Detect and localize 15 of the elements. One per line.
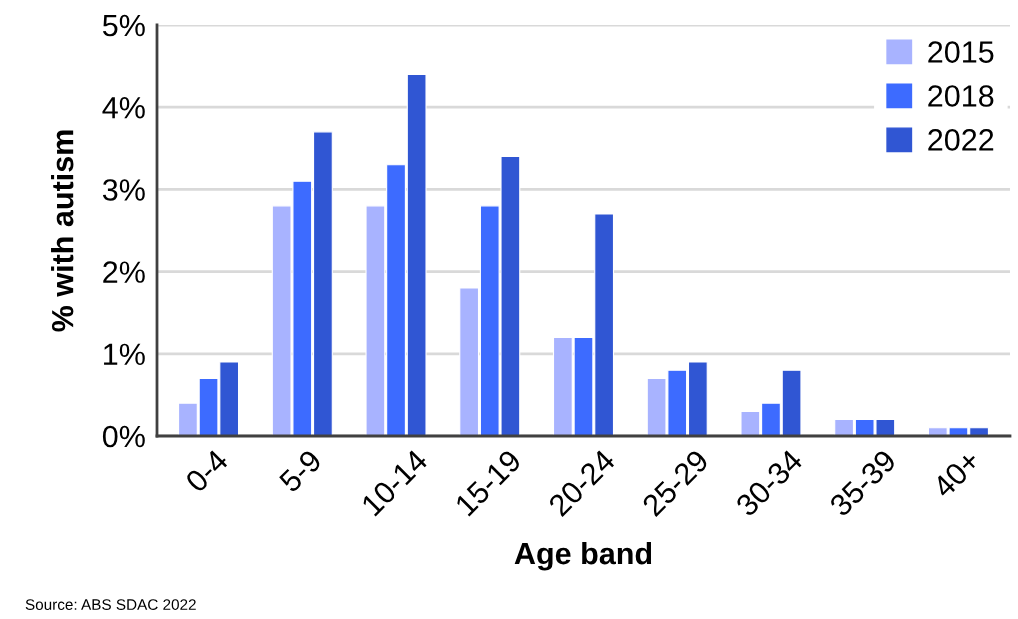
y-tick-label: 2% [103,261,145,283]
y-tick-label: 1% [104,343,145,366]
source-note: Source: ABS SDAC 2022 [25,599,196,610]
y-axis-title: % with autism [51,130,74,332]
y-tick-label: 0% [102,425,145,448]
x-axis-title: Age band [514,541,652,571]
y-tick-label: 3% [102,179,145,201]
legend-label: 2022 [928,129,994,151]
legend-label: 2015 [928,41,994,63]
y-tick-label: 4% [102,97,145,119]
x-tick-label: 0-4 [184,448,230,494]
x-tick-label: 40+ [931,448,982,500]
x-tick-label: 5-9 [278,448,323,494]
y-tick-label: 5% [102,14,145,37]
legend-label: 2018 [928,85,994,107]
